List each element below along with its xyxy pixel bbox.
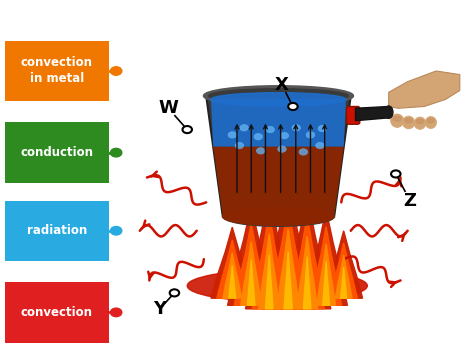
Polygon shape [303,257,311,309]
Ellipse shape [187,270,367,302]
Text: convection
in metal: convection in metal [21,56,93,86]
Polygon shape [389,71,460,108]
Ellipse shape [402,116,415,129]
Text: conduction: conduction [20,146,93,159]
Polygon shape [211,227,254,298]
Circle shape [318,125,327,132]
Polygon shape [211,99,346,147]
Circle shape [110,148,122,157]
Text: Z: Z [403,192,417,209]
Polygon shape [247,260,255,305]
Polygon shape [341,267,346,298]
Polygon shape [217,240,247,298]
Polygon shape [229,266,236,298]
Ellipse shape [209,89,348,103]
Polygon shape [234,224,268,305]
Circle shape [228,132,237,138]
Polygon shape [356,106,389,121]
Polygon shape [284,252,292,309]
Ellipse shape [428,119,434,123]
Text: X: X [275,76,289,94]
FancyBboxPatch shape [5,282,109,343]
Polygon shape [213,147,344,217]
Polygon shape [252,213,286,309]
Circle shape [280,132,289,139]
Polygon shape [290,216,324,309]
Polygon shape [335,255,352,298]
Polygon shape [269,207,307,309]
FancyBboxPatch shape [346,106,360,124]
Circle shape [170,289,179,296]
Polygon shape [297,236,318,309]
Circle shape [182,126,192,133]
Text: radiation: radiation [27,224,87,237]
Circle shape [292,125,301,131]
Polygon shape [330,243,357,298]
Polygon shape [228,206,275,305]
Polygon shape [206,96,351,217]
Ellipse shape [204,86,353,106]
Polygon shape [277,229,300,309]
Polygon shape [305,209,347,305]
Circle shape [110,226,122,235]
Polygon shape [223,253,242,298]
FancyBboxPatch shape [5,122,109,183]
Polygon shape [262,185,314,309]
FancyBboxPatch shape [5,201,109,261]
Circle shape [235,142,244,149]
Ellipse shape [405,118,412,123]
Ellipse shape [223,207,334,226]
Polygon shape [265,255,273,309]
Circle shape [391,170,401,178]
Circle shape [306,132,315,138]
Text: Y: Y [153,300,166,318]
Polygon shape [317,244,336,305]
Ellipse shape [416,119,424,124]
Circle shape [278,146,286,152]
Ellipse shape [391,114,404,127]
Polygon shape [283,195,331,309]
Circle shape [240,125,248,131]
Ellipse shape [425,116,437,129]
Polygon shape [259,234,280,309]
Ellipse shape [223,208,334,225]
Circle shape [110,308,122,317]
Circle shape [254,133,263,140]
Circle shape [256,148,265,154]
Polygon shape [311,227,341,305]
Ellipse shape [211,93,346,106]
Text: convection: convection [21,306,93,319]
Ellipse shape [414,117,426,129]
Circle shape [316,142,324,149]
Ellipse shape [384,106,393,118]
Circle shape [288,103,298,110]
Circle shape [299,149,308,155]
Circle shape [266,126,274,133]
Polygon shape [246,192,293,309]
Circle shape [110,67,122,75]
Polygon shape [325,231,363,298]
Polygon shape [323,261,329,305]
Polygon shape [241,242,262,305]
FancyBboxPatch shape [5,41,109,101]
Text: W: W [158,99,178,117]
Ellipse shape [393,116,401,121]
